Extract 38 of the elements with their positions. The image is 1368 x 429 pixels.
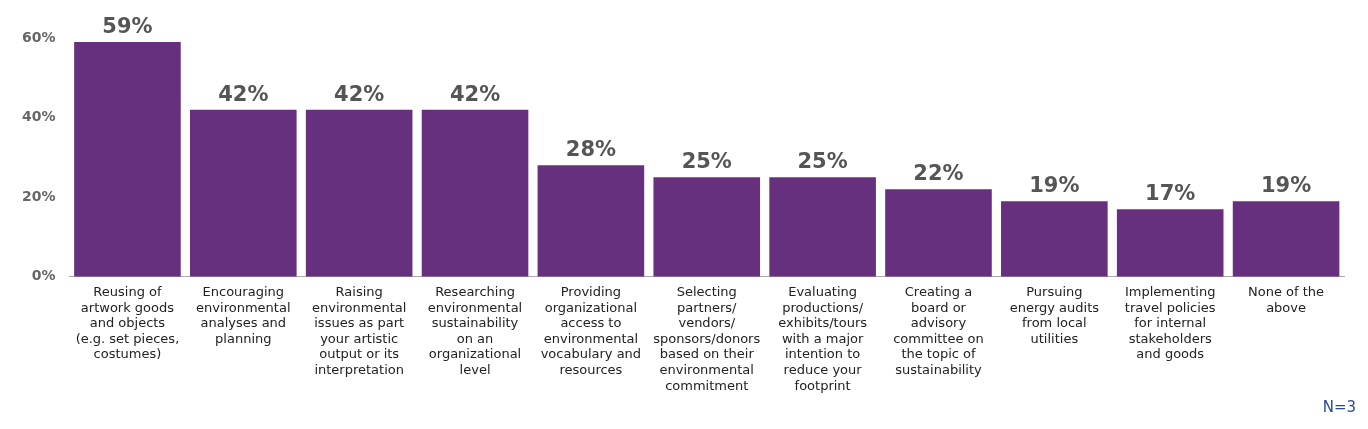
x-tick-label: Implementing travel policies for internal stakeholders and goods: [1124, 283, 1216, 362]
x-tick-label: Selecting partners/ vendors/ sponsors/donors based on their environmental commitment: [653, 283, 761, 393]
bar: [537, 165, 645, 277]
data-label: 22%: [913, 161, 964, 186]
bar: [190, 109, 297, 277]
x-tick-label: None of the above: [1248, 283, 1325, 315]
bar: [769, 177, 876, 277]
bar: [421, 109, 529, 277]
x-tick-label: Providing organizational access to environmental vocabulary and resources: [540, 283, 642, 377]
data-label: 42%: [334, 81, 385, 106]
data-label: 42%: [218, 81, 269, 106]
bar: [653, 177, 761, 277]
y-tick-label: 20%: [21, 187, 56, 204]
x-tick-label: Researching environmental sustainability on an organizational level: [427, 283, 523, 377]
bar: [74, 41, 181, 277]
x-tick-label: Encouraging environmental analyses and planning: [196, 283, 291, 346]
bar: [1116, 209, 1224, 277]
data-label: 19%: [1260, 173, 1312, 198]
text: N=3: [1322, 398, 1356, 417]
data-label: 28%: [565, 137, 617, 162]
y-tick-label: 60%: [21, 28, 56, 45]
data-label: 19%: [1029, 173, 1080, 198]
x-tick-label: Reusing of artwork goods and objects (e.g. set pieces, costumes): [75, 283, 180, 362]
bar: [305, 109, 413, 277]
y-tick-label: 0%: [31, 267, 56, 284]
bar: [885, 189, 992, 277]
x-tick-label: Pursuing energy audits from local utilities: [1009, 283, 1100, 346]
x-tick-label: Raising environmental issues as part your artistic output or its interpretation: [311, 283, 407, 377]
x-tick-label: Creating a board or advisory committee on the topic of sustainability: [893, 283, 984, 377]
bar: [1001, 201, 1108, 277]
y-tick-label: 40%: [21, 108, 56, 125]
data-label: 59%: [102, 13, 153, 38]
x-tick-label: Evaluating productions/ exhibits/tours with a major intention to reduce your footprint: [778, 283, 868, 393]
bar: [1232, 201, 1340, 277]
data-label: 17%: [1145, 181, 1196, 206]
data-label: 42%: [449, 81, 501, 106]
data-label: 25%: [797, 149, 848, 174]
data-label: 25%: [681, 149, 732, 174]
